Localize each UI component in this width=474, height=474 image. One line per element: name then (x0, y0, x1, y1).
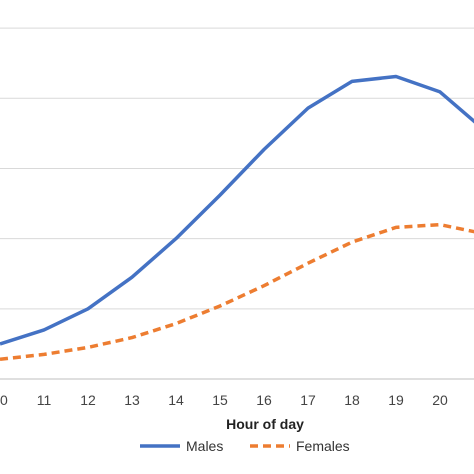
x-tick-label: 10 (0, 392, 8, 408)
legend: Males Females (140, 438, 350, 454)
x-tick-label: 16 (256, 392, 272, 408)
x-tick-label: 14 (168, 392, 184, 408)
legend-label-females: Females (296, 438, 350, 454)
series-lines (0, 74, 474, 362)
x-tick-label: 11 (37, 392, 52, 408)
x-tick-label: 13 (124, 392, 140, 408)
x-tick-label: 15 (212, 392, 228, 408)
gridlines (0, 27, 474, 380)
x-tick-label: 12 (80, 392, 96, 408)
x-tick-labels: 101112131415161718192021 (0, 392, 448, 408)
x-tick-label: 18 (344, 392, 360, 408)
x-tick-label: 17 (300, 392, 316, 408)
series-line-males (0, 74, 474, 346)
x-tick-label: 20 (432, 392, 448, 408)
x-tick-label: 19 (388, 392, 404, 408)
series-line-females (0, 222, 474, 362)
legend-label-males: Males (186, 438, 223, 454)
x-axis-title: Hour of day (226, 416, 304, 432)
